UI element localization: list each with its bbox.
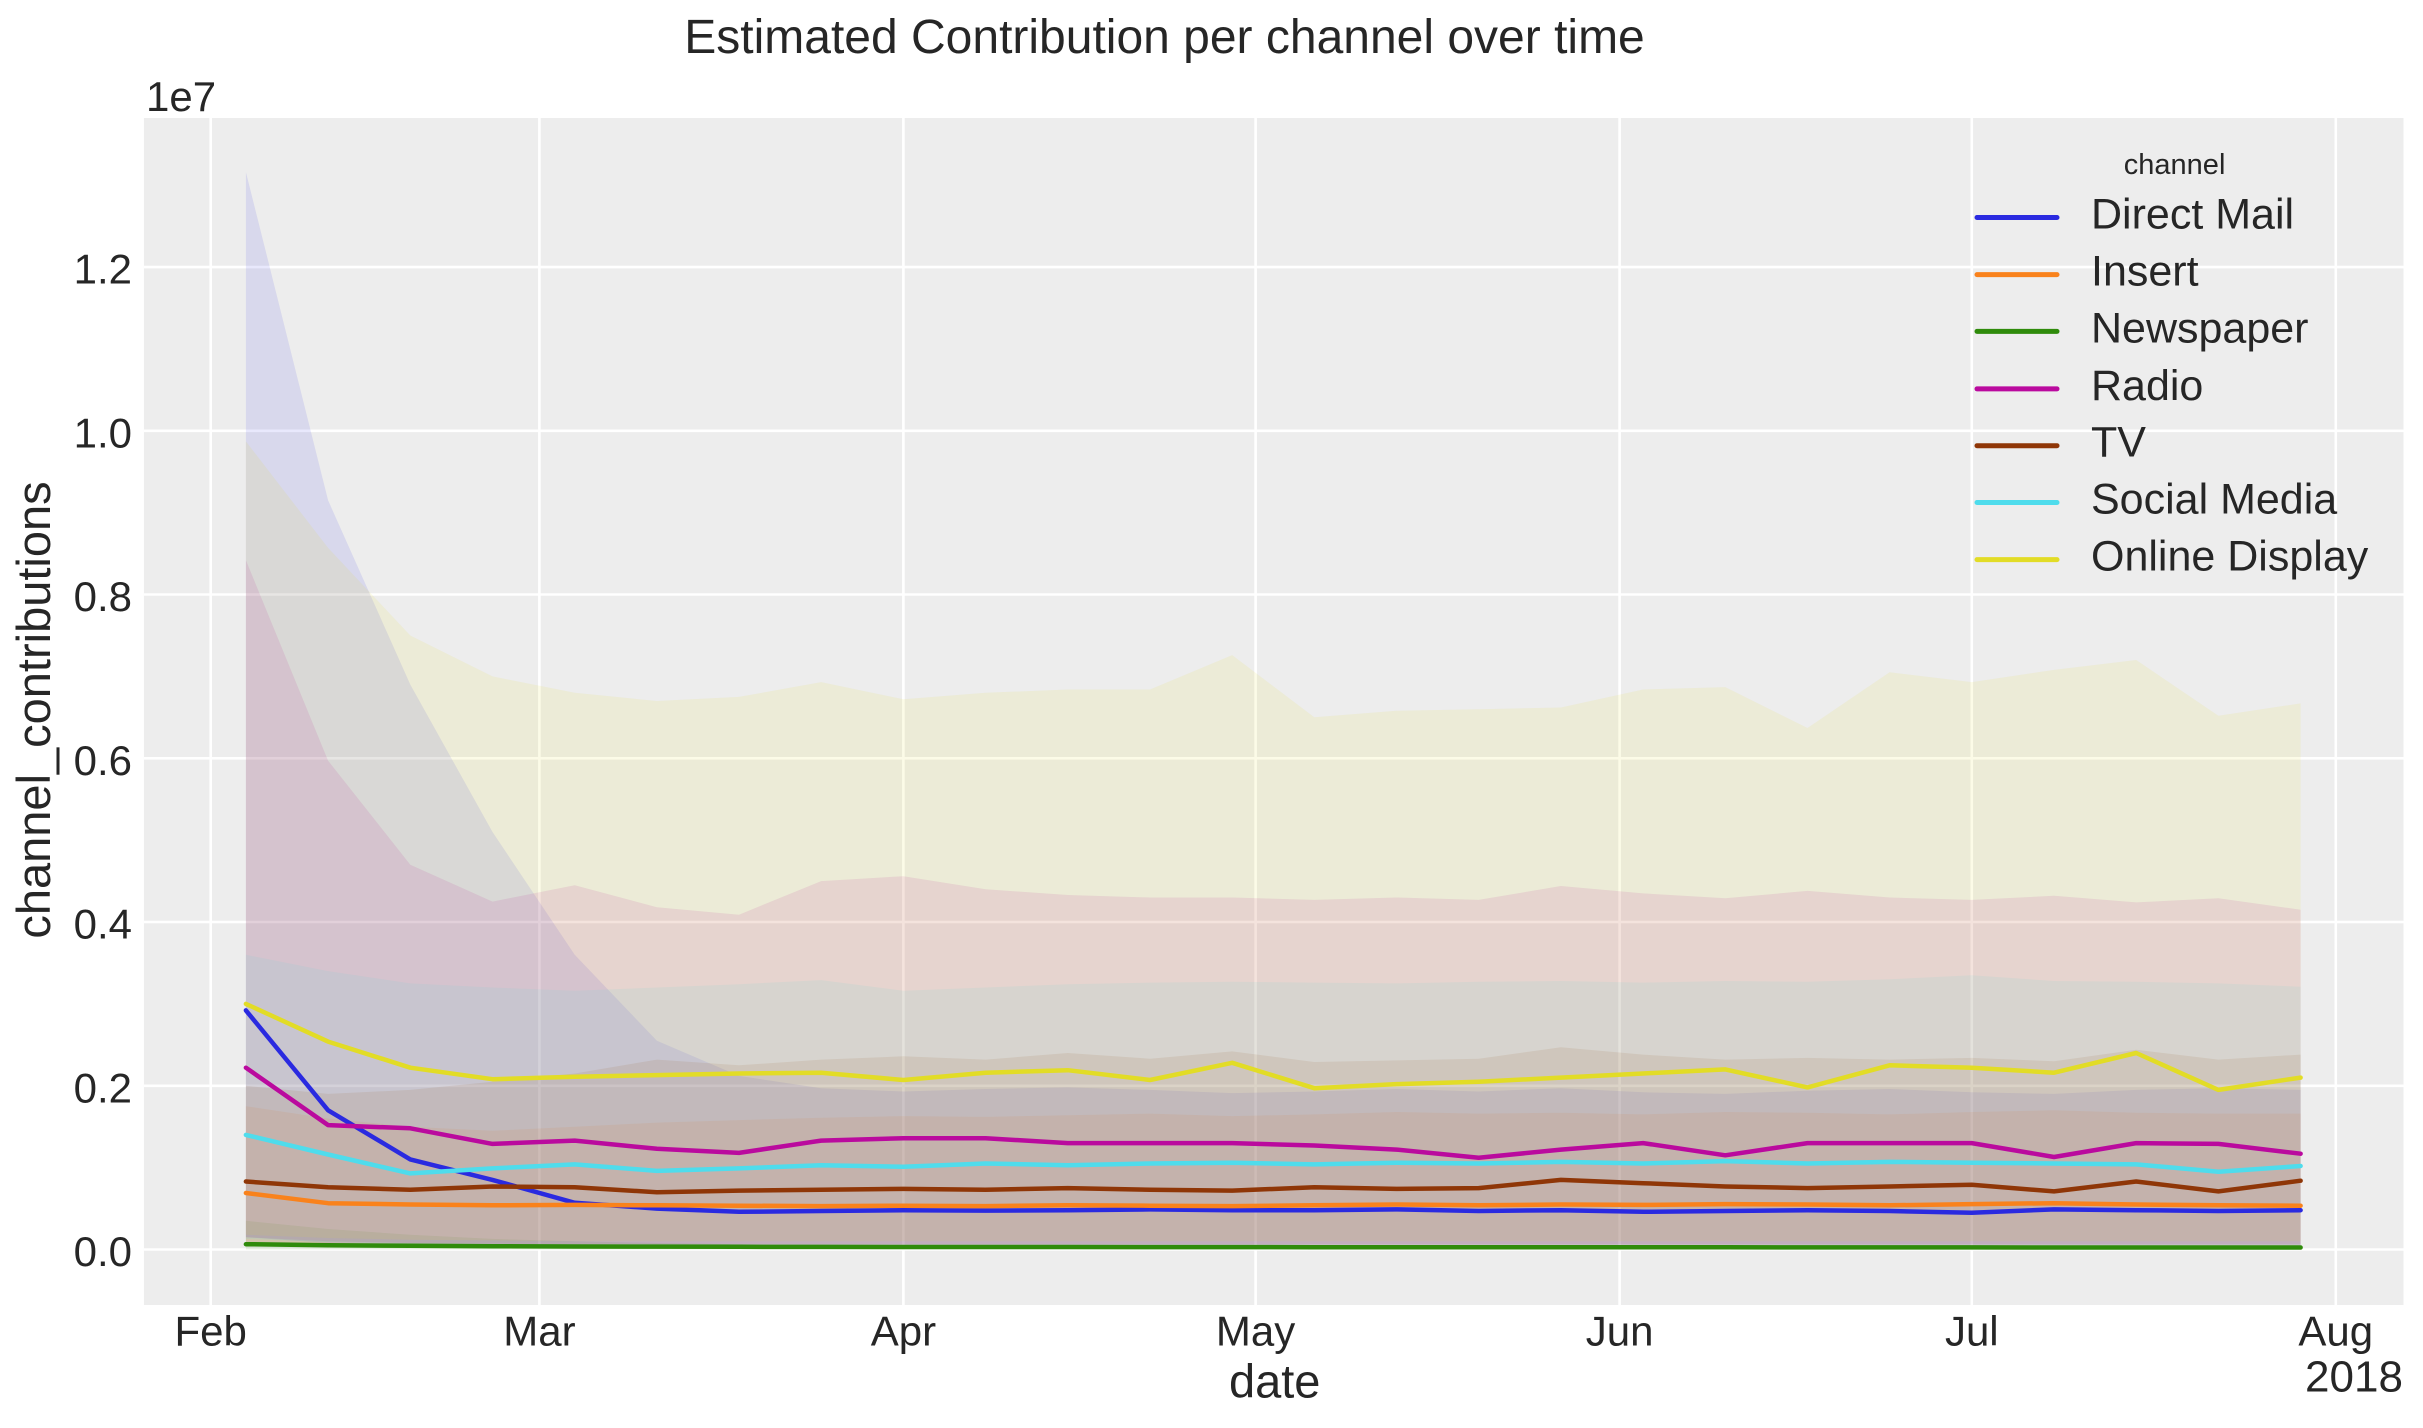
svg-text:0.2: 0.2 [74, 1064, 132, 1111]
svg-text:Jun: Jun [1586, 1308, 1654, 1355]
svg-text:0.8: 0.8 [74, 573, 132, 620]
svg-text:Radio: Radio [2091, 362, 2203, 410]
svg-text:TV: TV [2091, 419, 2146, 467]
svg-text:0.0: 0.0 [74, 1228, 132, 1275]
svg-text:Social Media: Social Media [2091, 476, 2337, 524]
svg-text:1.0: 1.0 [74, 409, 132, 456]
svg-text:date: date [1229, 1355, 1320, 1408]
svg-text:Apr: Apr [871, 1308, 936, 1355]
svg-text:May: May [1216, 1308, 1295, 1355]
svg-text:0.4: 0.4 [74, 901, 132, 948]
svg-text:0.6: 0.6 [74, 737, 132, 784]
svg-text:1.2: 1.2 [74, 246, 132, 293]
svg-text:Feb: Feb [175, 1308, 247, 1355]
svg-text:Estimated Contribution per cha: Estimated Contribution per channel over … [684, 11, 1645, 64]
svg-text:Mar: Mar [503, 1308, 575, 1355]
svg-text:Insert: Insert [2091, 248, 2199, 296]
svg-text:Jul: Jul [1945, 1308, 1999, 1355]
svg-text:channel_contributions: channel_contributions [7, 481, 60, 938]
svg-text:Newspaper: Newspaper [2091, 304, 2309, 352]
svg-text:Aug: Aug [2298, 1308, 2373, 1355]
svg-text:Direct Mail: Direct Mail [2091, 191, 2294, 239]
svg-text:channel: channel [2124, 149, 2226, 181]
svg-text:1e7: 1e7 [146, 73, 216, 120]
svg-text:Online Display: Online Display [2091, 533, 2369, 581]
svg-text:2018: 2018 [2305, 1353, 2403, 1402]
